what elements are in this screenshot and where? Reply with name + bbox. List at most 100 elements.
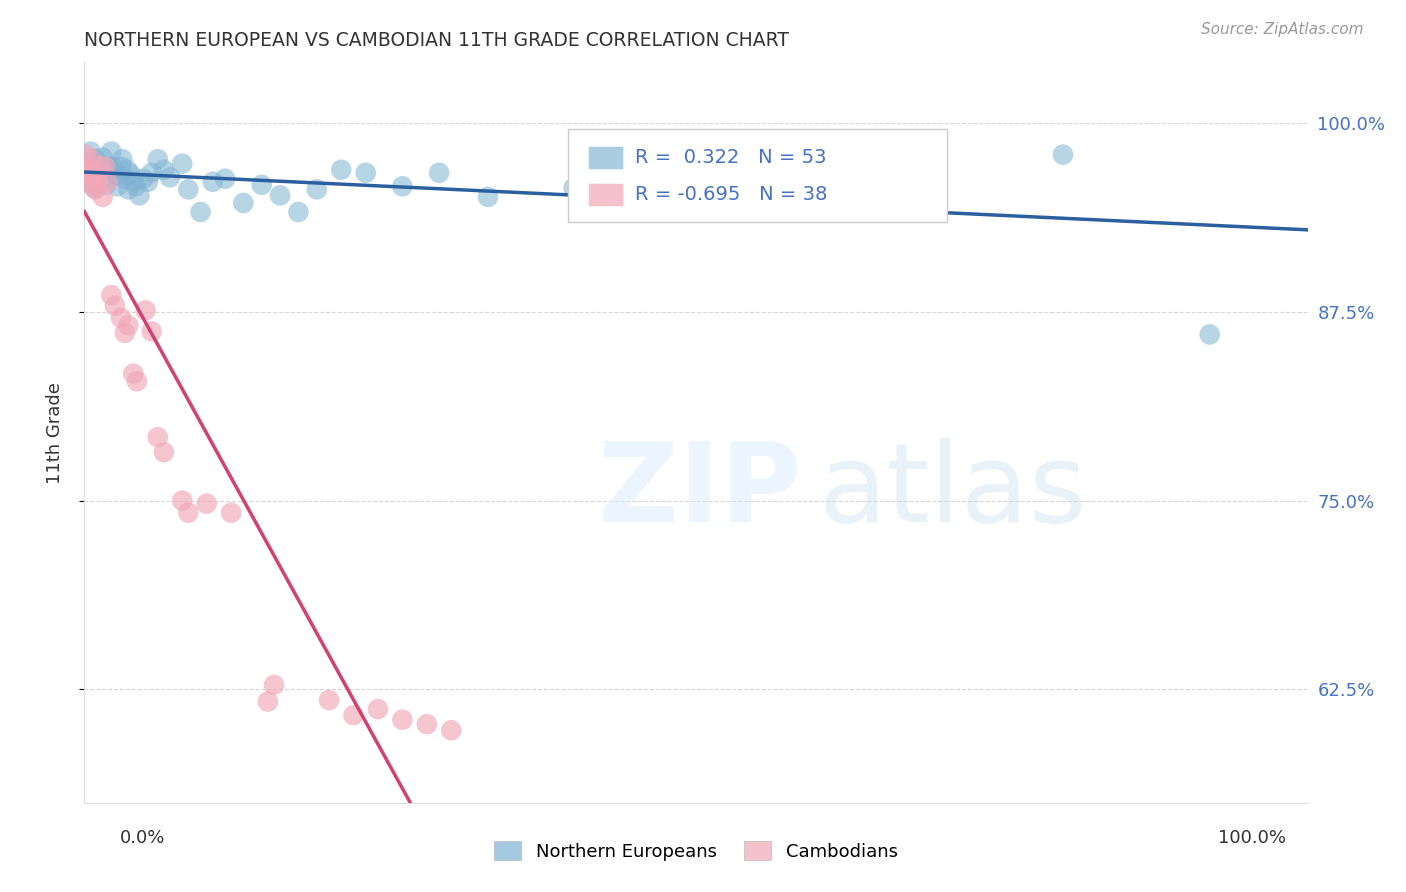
Text: atlas: atlas (818, 438, 1087, 545)
Point (330, 162, 353, 177)
Point (89, 167, 111, 181)
Point (135, 303, 157, 318)
Point (177, 182, 200, 196)
Text: 0.0%: 0.0% (120, 829, 165, 847)
Point (477, 190, 499, 204)
Point (93, 170, 115, 185)
Point (1052, 147, 1074, 161)
Point (416, 717, 439, 731)
Text: NORTHERN EUROPEAN VS CAMBODIAN 11TH GRADE CORRELATION CHART: NORTHERN EUROPEAN VS CAMBODIAN 11TH GRAD… (84, 31, 789, 50)
Point (87, 175, 110, 189)
Point (190, 205, 212, 219)
Point (107, 169, 129, 183)
Point (831, 145, 853, 159)
Point (83, 181, 105, 195)
Point (153, 162, 176, 177)
Point (96, 178, 118, 192)
Point (232, 196, 254, 211)
Point (305, 182, 328, 196)
Point (86, 161, 108, 176)
Point (141, 166, 163, 180)
Point (79, 145, 101, 159)
Point (685, 155, 707, 169)
Text: 100.0%: 100.0% (1219, 829, 1286, 847)
Point (172, 493, 194, 508)
Y-axis label: 11th Grade: 11th Grade (45, 382, 63, 483)
Point (91, 190, 114, 204)
Point (97, 175, 120, 189)
Point (111, 152, 134, 166)
Point (104, 299, 127, 313)
Point (86, 167, 108, 181)
Point (125, 179, 148, 194)
Point (172, 156, 194, 170)
Point (367, 702, 389, 716)
Point (100, 288, 122, 302)
Point (105, 179, 128, 194)
Point (318, 693, 340, 707)
Legend: Northern Europeans, Cambodians: Northern Europeans, Cambodians (486, 834, 905, 868)
Point (354, 166, 377, 180)
Point (287, 205, 309, 219)
Point (128, 188, 150, 202)
Point (94, 160, 117, 174)
Point (84, 182, 107, 196)
Text: R =  0.322   N = 53: R = 0.322 N = 53 (636, 148, 827, 167)
Point (110, 160, 132, 174)
Point (114, 171, 136, 186)
Point (427, 166, 450, 180)
Point (141, 325, 163, 339)
Point (79, 152, 101, 166)
Point (77, 167, 100, 181)
Point (117, 182, 139, 196)
Point (177, 506, 200, 520)
Point (100, 145, 122, 159)
Point (257, 695, 280, 709)
FancyBboxPatch shape (588, 183, 623, 206)
Point (77, 175, 100, 189)
Point (84, 152, 107, 166)
Point (82, 178, 104, 192)
Point (263, 678, 285, 692)
Point (132, 171, 155, 186)
Point (87, 162, 110, 177)
Point (440, 723, 463, 738)
Point (97, 160, 120, 174)
Point (269, 188, 291, 202)
Point (122, 175, 145, 189)
Point (195, 497, 218, 511)
Point (83, 171, 105, 186)
Point (159, 170, 181, 185)
Point (125, 374, 148, 388)
Point (110, 310, 132, 325)
FancyBboxPatch shape (588, 145, 623, 169)
Point (214, 171, 236, 186)
Point (250, 178, 273, 192)
Point (391, 713, 413, 727)
Point (201, 175, 224, 189)
Text: R = -0.695   N = 38: R = -0.695 N = 38 (636, 185, 827, 204)
Point (80, 162, 103, 177)
Point (75, 147, 97, 161)
Point (98, 162, 121, 177)
Point (101, 160, 124, 174)
Point (76, 158, 98, 172)
Point (342, 708, 364, 723)
Point (114, 326, 136, 340)
Point (120, 167, 142, 181)
Point (146, 430, 169, 444)
Point (146, 152, 169, 166)
Point (219, 506, 242, 520)
Point (153, 445, 176, 459)
FancyBboxPatch shape (568, 129, 946, 221)
Point (89, 160, 111, 174)
Point (1198, 327, 1220, 342)
Point (136, 175, 159, 189)
Point (104, 167, 127, 181)
Point (122, 367, 145, 381)
Point (76, 160, 98, 174)
Point (82, 175, 104, 189)
Text: Source: ZipAtlas.com: Source: ZipAtlas.com (1201, 22, 1364, 37)
Text: ZIP: ZIP (598, 438, 801, 545)
Point (117, 318, 139, 333)
